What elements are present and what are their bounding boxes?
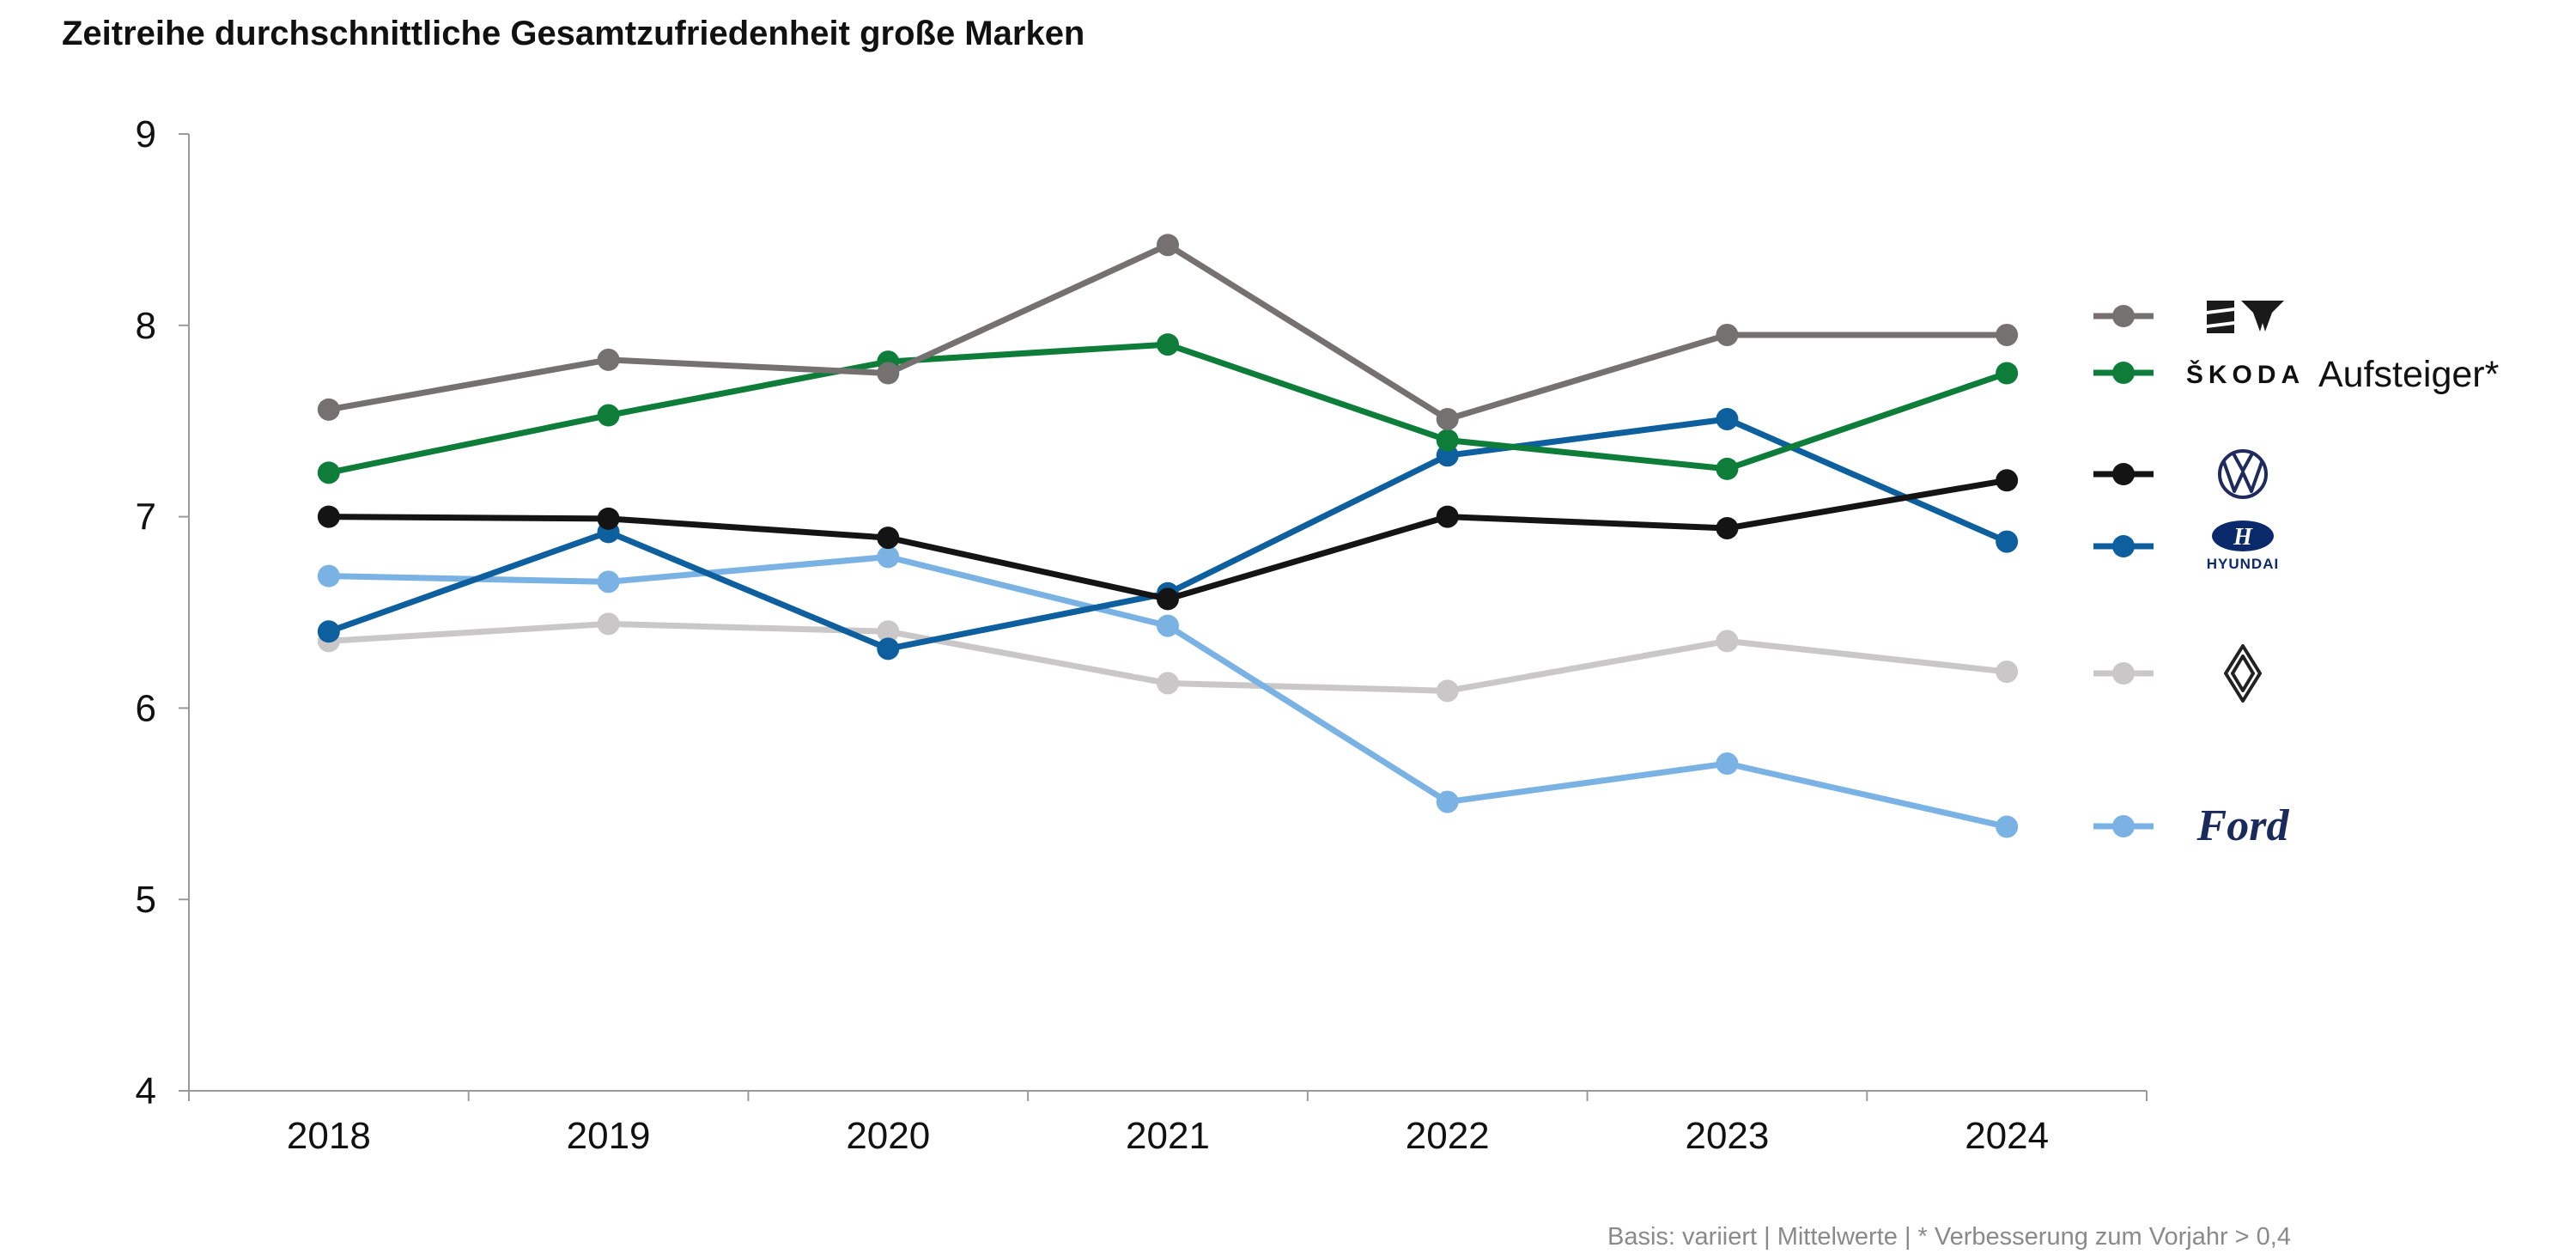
- legend-swatch-marker: [2112, 362, 2135, 384]
- data-point: [1716, 630, 1739, 653]
- data-point: [1436, 444, 1459, 467]
- data-point: [1996, 660, 2019, 684]
- y-tick-label: 5: [136, 879, 156, 921]
- vw-w: [2222, 461, 2263, 493]
- data-point: [1716, 407, 1739, 430]
- cupra-shape: [2241, 301, 2284, 332]
- hyundai-logo-text: HYUNDAI: [2207, 556, 2279, 572]
- legend-item-vw: [2093, 449, 2268, 499]
- data-point: [1436, 679, 1459, 703]
- aufsteiger-annotation: Aufsteiger*: [2318, 354, 2500, 395]
- legend-item-hyundai: H HYUNDAI: [2093, 520, 2279, 572]
- hyundai-logo-icon: H HYUNDAI: [2207, 520, 2279, 572]
- data-point: [1996, 362, 2019, 385]
- series-layer: [317, 234, 2019, 838]
- y-tick-label: 7: [136, 496, 156, 539]
- data-point: [1716, 752, 1739, 776]
- data-point: [597, 507, 620, 530]
- data-point: [877, 620, 900, 643]
- skoda-logo-text: ŠKODA: [2186, 360, 2305, 389]
- data-point: [877, 362, 900, 385]
- series-line-seat-cupra: [328, 241, 2008, 423]
- data-point: [1996, 815, 2019, 838]
- data-point: [1716, 457, 1739, 480]
- x-tick-label: 2023: [1685, 1115, 1769, 1157]
- skoda-logo-icon: ŠKODA: [2186, 360, 2305, 389]
- seat-cupra-logo-icon: [2207, 301, 2284, 333]
- data-point: [877, 545, 900, 569]
- data-point: [1157, 614, 1179, 637]
- hyundai-ellipse: [2212, 520, 2274, 551]
- chart-title: Zeitreihe durchschnittliche Gesamtzufrie…: [62, 15, 1084, 52]
- seat-s-shape: [2207, 301, 2234, 333]
- data-point: [1716, 323, 1739, 346]
- data-point: [1436, 407, 1459, 430]
- series-vw: [317, 469, 2019, 611]
- legend-item-renault: [2093, 644, 2262, 703]
- y-tick-label: 8: [136, 305, 156, 347]
- vw-v: [2232, 453, 2254, 472]
- renault-logo-icon: [2224, 644, 2262, 703]
- volkswagen-logo-icon: [2218, 449, 2268, 499]
- legend-swatch-marker: [2112, 535, 2135, 557]
- data-point: [877, 527, 900, 550]
- series-seat-cupra: [317, 234, 2019, 430]
- data-point: [1996, 530, 2019, 553]
- legend: ŠKODA Aufsteiger* H HYUNDAI Ford: [2093, 301, 2500, 850]
- data-point: [1157, 672, 1179, 695]
- data-point: [317, 620, 340, 643]
- data-point: [597, 612, 620, 636]
- ford-logo-icon: Ford: [2196, 801, 2290, 850]
- data-point: [317, 505, 340, 528]
- legend-swatch-marker: [2112, 463, 2135, 485]
- x-tick-label: 2022: [1406, 1115, 1490, 1157]
- data-point: [1436, 429, 1459, 452]
- renault-inner: [2231, 654, 2255, 692]
- x-tick-label: 2024: [1965, 1115, 2049, 1157]
- data-point: [317, 398, 340, 421]
- y-tick-label: 4: [136, 1070, 156, 1112]
- data-point: [317, 564, 340, 587]
- data-point: [877, 637, 900, 660]
- legend-item-ford: Ford: [2093, 801, 2289, 850]
- data-point: [1157, 234, 1179, 257]
- series-line-hyundai: [327, 416, 2008, 652]
- data-point: [1996, 469, 2019, 492]
- data-point: [1716, 516, 1739, 539]
- renault-outer: [2224, 644, 2262, 703]
- data-point: [597, 348, 620, 371]
- legend-item-skoda: ŠKODA Aufsteiger*: [2093, 354, 2500, 395]
- axes: 4 5 6 7 8 9 2018 2019 2020 2021 2022 2023 2024: [136, 113, 2148, 1157]
- data-point: [1436, 790, 1459, 813]
- vw-ring: [2218, 449, 2268, 499]
- legend-swatch-marker: [2112, 815, 2135, 837]
- ford-logo-text: Ford: [2196, 801, 2290, 850]
- series-ford: [317, 545, 2019, 838]
- data-point: [1996, 323, 2019, 346]
- series-skoda: [317, 333, 2019, 484]
- y-tick-label: 9: [136, 113, 156, 155]
- data-point: [1157, 333, 1179, 356]
- data-point: [597, 404, 620, 427]
- legend-item-seat-cupra: [2093, 301, 2284, 333]
- data-point: [1436, 505, 1459, 528]
- data-point: [1157, 587, 1179, 611]
- footnote: Basis: variiert | Mittelwerte | * Verbes…: [1607, 1223, 2291, 1251]
- data-point: [597, 570, 620, 594]
- x-tick-label: 2019: [567, 1115, 651, 1157]
- data-point: [317, 461, 340, 484]
- x-tick-label: 2020: [846, 1115, 930, 1157]
- hyundai-h: H: [2233, 524, 2253, 551]
- x-tick-label: 2021: [1126, 1115, 1210, 1157]
- legend-swatch-marker: [2112, 662, 2135, 685]
- y-tick-label: 6: [136, 687, 156, 729]
- legend-swatch-marker: [2112, 305, 2135, 327]
- x-tick-label: 2018: [287, 1115, 371, 1157]
